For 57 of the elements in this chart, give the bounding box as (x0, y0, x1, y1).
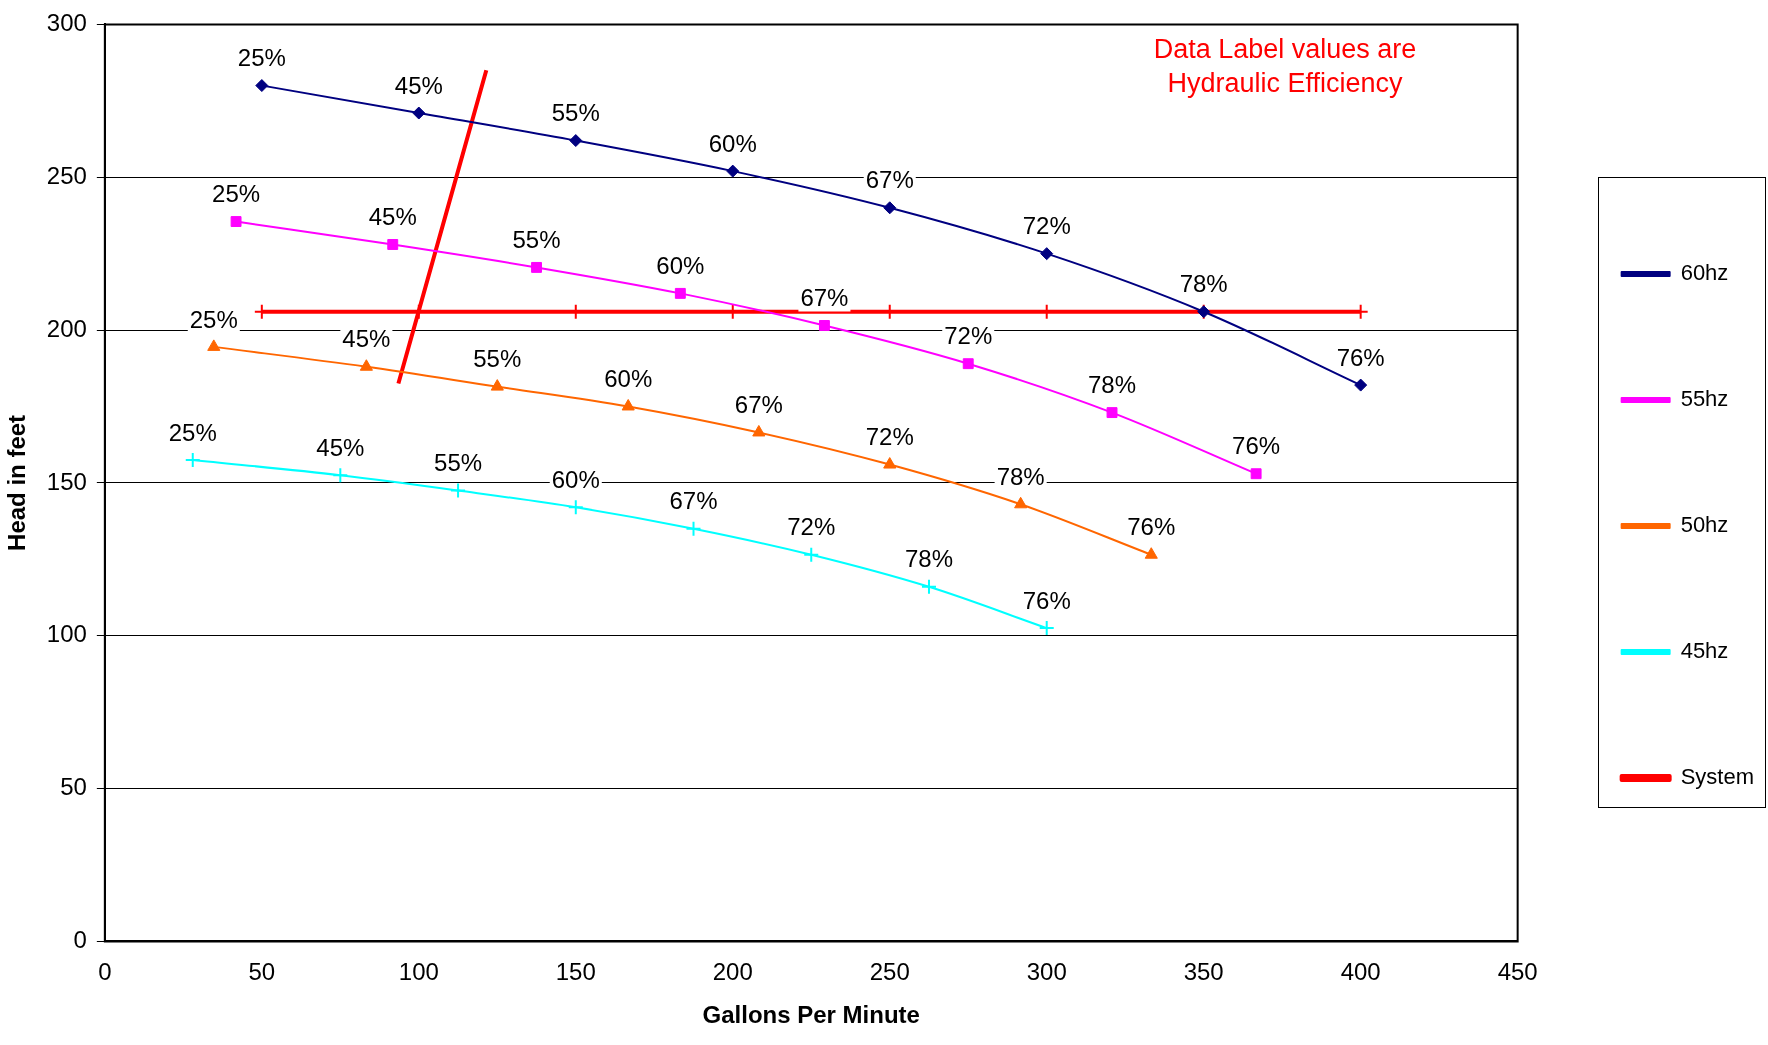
annotation: 45% (394, 71, 443, 99)
annotation: 60% (656, 252, 705, 280)
y-tick-label: 250 (46, 161, 87, 189)
annotation: 76% (1336, 343, 1385, 371)
x-tick-label: 450 (1497, 958, 1538, 986)
legend-label: System (1680, 764, 1755, 790)
x-tick-label: 100 (398, 958, 439, 986)
x-tick-label: 0 (98, 958, 112, 986)
x-tick-label: 350 (1183, 958, 1224, 986)
annotation: 72% (787, 513, 836, 541)
annotation: 76% (1127, 513, 1176, 541)
annotation: 72% (944, 322, 993, 350)
annotation: 76% (1232, 432, 1281, 460)
annotation: 67% (669, 487, 718, 515)
y-tick-label: 150 (46, 467, 87, 495)
annotation: 67% (865, 166, 914, 194)
annotation: 60% (708, 129, 757, 157)
x-tick-label: 150 (555, 958, 596, 986)
y-axis-title: Head in feet (3, 414, 31, 551)
annotation: 72% (1022, 212, 1071, 240)
x-tick-label: 200 (712, 958, 753, 986)
x-tick-label: 50 (248, 958, 276, 986)
annotation: 45% (342, 325, 391, 353)
y-tick-label: 200 (46, 314, 87, 342)
annotation: 72% (865, 423, 914, 451)
annotation: 55% (434, 449, 483, 477)
legend-label: 45hz (1680, 638, 1729, 664)
annotation: 45% (316, 433, 365, 461)
annotation: 60% (551, 465, 600, 493)
annotation: 55% (473, 345, 522, 373)
annotation: 25% (237, 44, 286, 72)
annotation: Data Label values are Hydraulic Efficiency (1152, 33, 1418, 100)
x-tick-label: 250 (869, 958, 910, 986)
annotation: 76% (1022, 586, 1071, 614)
annotation: 78% (996, 462, 1045, 490)
y-tick-label: 0 (73, 926, 87, 954)
annotation: 45% (368, 203, 417, 231)
annotation: 55% (512, 226, 561, 254)
annotation: 25% (168, 418, 217, 446)
annotation: 78% (904, 545, 954, 573)
y-tick-label: 100 (46, 620, 87, 648)
annotation: 55% (551, 99, 600, 127)
annotation: 60% (604, 365, 653, 393)
annotation: 25% (212, 180, 261, 208)
x-tick-label: 400 (1340, 958, 1381, 986)
x-axis-title: Gallons Per Minute (702, 1001, 920, 1029)
legend-label: 50hz (1680, 512, 1729, 538)
y-tick-label: 300 (46, 9, 87, 37)
x-tick-label: 300 (1026, 958, 1067, 986)
legend-label: 60hz (1680, 260, 1729, 286)
annotation: 67% (734, 391, 783, 419)
y-tick-label: 50 (60, 773, 87, 801)
annotation: 78% (1088, 371, 1137, 399)
legend-label: 55hz (1680, 386, 1729, 412)
annotation: 78% (1179, 270, 1228, 298)
annotation: 25% (189, 305, 238, 333)
annotation: 67% (800, 284, 849, 312)
